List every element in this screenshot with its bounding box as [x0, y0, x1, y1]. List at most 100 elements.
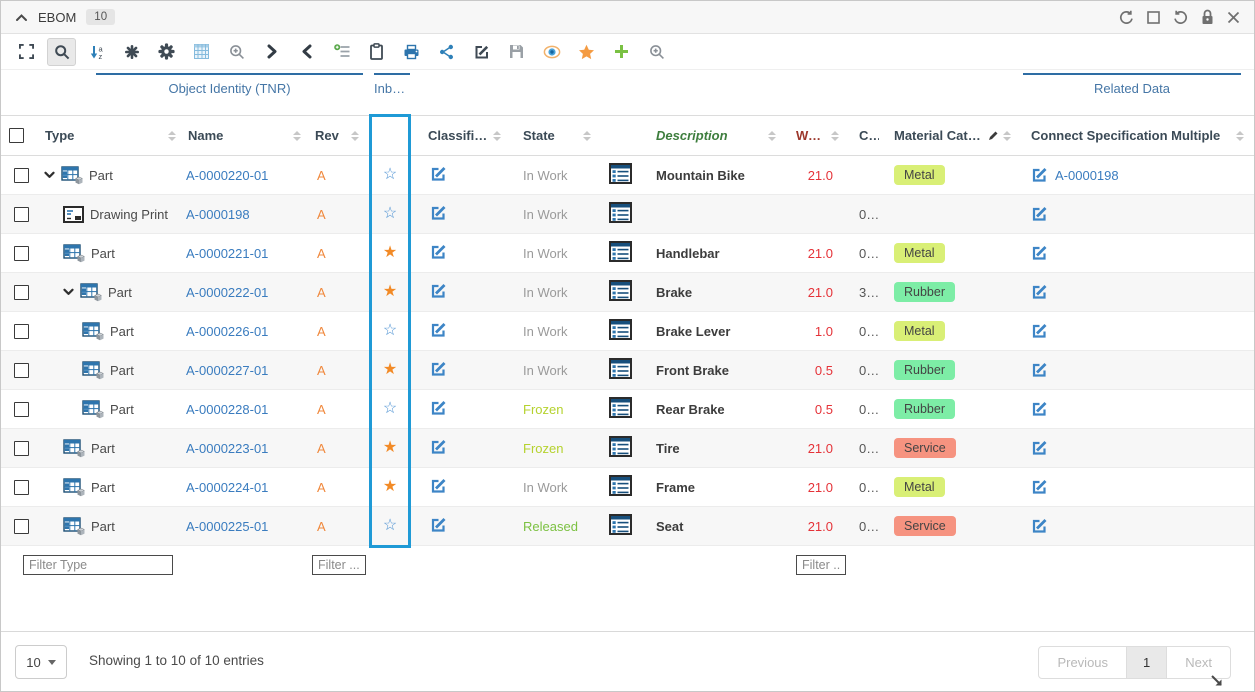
toolbar-share-button[interactable] — [429, 38, 464, 66]
classification-edit-icon[interactable] — [430, 439, 447, 455]
connect-specification-edit-icon[interactable] — [1031, 284, 1048, 300]
classification-edit-icon[interactable] — [430, 205, 447, 221]
row-checkbox[interactable] — [13, 479, 29, 495]
star-outline-icon[interactable]: ☆ — [382, 400, 398, 417]
column-header-state[interactable]: State — [511, 128, 601, 143]
column-header-name[interactable]: Name — [186, 128, 311, 143]
undo-icon[interactable] — [1173, 10, 1188, 25]
row-checkbox[interactable] — [13, 518, 29, 534]
item-name-link[interactable]: A-0000198 — [186, 206, 250, 222]
classification-edit-icon[interactable] — [430, 322, 447, 338]
filter-type-input[interactable] — [23, 555, 173, 575]
column-group-related-data[interactable]: Related Data — [1023, 73, 1241, 96]
item-details-form-icon[interactable] — [609, 436, 632, 457]
toolbar-clipboard-button[interactable] — [359, 38, 394, 66]
connect-specification-edit-icon[interactable] — [1031, 518, 1048, 534]
item-name-link[interactable]: A-0000225-01 — [186, 518, 269, 534]
toolbar-add-list-button[interactable] — [324, 38, 359, 66]
connect-specification-edit-icon[interactable] — [1031, 440, 1048, 456]
filter-rev-input[interactable] — [312, 555, 366, 575]
expand-chevron-icon[interactable] — [44, 171, 55, 179]
row-checkbox[interactable] — [13, 401, 29, 417]
next-page-button[interactable]: Next — [1166, 646, 1231, 679]
classification-edit-icon[interactable] — [430, 166, 447, 182]
classification-edit-icon[interactable] — [430, 517, 447, 533]
column-header-c[interactable]: C… — [859, 128, 879, 143]
expand-chevron-icon[interactable] — [63, 288, 74, 296]
toolbar-chevron-left-button[interactable] — [289, 38, 324, 66]
item-name-link[interactable]: A-0000228-01 — [186, 401, 269, 417]
select-all-checkbox[interactable] — [8, 128, 24, 143]
toolbar-eye-button[interactable] — [534, 38, 569, 66]
item-name-link[interactable]: A-0000227-01 — [186, 362, 269, 378]
column-header-rev[interactable]: Rev — [311, 128, 369, 143]
item-details-form-icon[interactable] — [609, 358, 632, 379]
row-checkbox[interactable] — [13, 245, 29, 261]
toolbar-print-button[interactable] — [394, 38, 429, 66]
restore-icon[interactable] — [1147, 10, 1160, 24]
item-details-form-icon[interactable] — [609, 514, 632, 535]
item-details-form-icon[interactable] — [609, 202, 632, 223]
connect-specification-link[interactable]: A-0000198 — [1055, 167, 1119, 183]
connect-specification-edit-icon[interactable] — [1031, 479, 1048, 495]
classification-edit-icon[interactable] — [430, 400, 447, 416]
toolbar-edit-button[interactable] — [464, 38, 499, 66]
star-filled-icon[interactable]: ★ — [382, 439, 398, 456]
row-checkbox[interactable] — [13, 440, 29, 456]
lock-icon[interactable] — [1201, 9, 1214, 25]
star-outline-icon[interactable]: ☆ — [382, 517, 398, 534]
classification-edit-icon[interactable] — [430, 478, 447, 494]
classification-edit-icon[interactable] — [430, 244, 447, 260]
column-header-weight[interactable]: Weigh… — [786, 128, 849, 143]
star-outline-icon[interactable]: ☆ — [382, 166, 398, 183]
row-checkbox[interactable] — [13, 323, 29, 339]
star-filled-icon[interactable]: ★ — [382, 361, 398, 378]
toolbar-zoom-in-button[interactable] — [639, 38, 674, 66]
item-details-form-icon[interactable] — [609, 397, 632, 418]
toolbar-save-button[interactable] — [499, 38, 534, 66]
item-details-form-icon[interactable] — [609, 241, 632, 262]
page-1-button[interactable]: 1 — [1126, 646, 1168, 679]
item-name-link[interactable]: A-0000222-01 — [186, 284, 269, 300]
star-filled-icon[interactable]: ★ — [382, 244, 398, 261]
filter-weight-input[interactable] — [796, 555, 846, 575]
column-header-connect-specification[interactable]: Connect Specification Multiple — [1021, 128, 1254, 143]
star-outline-icon[interactable]: ☆ — [382, 322, 398, 339]
close-icon[interactable] — [1227, 11, 1240, 24]
resize-handle[interactable] — [1208, 672, 1226, 690]
item-name-link[interactable]: A-0000221-01 — [186, 245, 269, 261]
column-header-material-category[interactable]: Material Category — [889, 128, 1021, 143]
item-details-form-icon[interactable] — [609, 163, 632, 184]
connect-specification-edit-icon[interactable] — [1031, 206, 1048, 222]
column-header-description[interactable]: Description — [649, 128, 786, 143]
row-checkbox[interactable] — [13, 284, 29, 300]
item-name-link[interactable]: A-0000226-01 — [186, 323, 269, 339]
toolbar-chevron-right-button[interactable] — [254, 38, 289, 66]
item-details-form-icon[interactable] — [609, 280, 632, 301]
previous-page-button[interactable]: Previous — [1038, 646, 1128, 679]
star-outline-icon[interactable]: ☆ — [382, 205, 398, 222]
toolbar-table-button[interactable] — [184, 38, 219, 66]
item-name-link[interactable]: A-0000224-01 — [186, 479, 269, 495]
connect-specification-edit-icon[interactable] — [1031, 167, 1048, 183]
connect-specification-edit-icon[interactable] — [1031, 323, 1048, 339]
refresh-icon[interactable] — [1119, 10, 1134, 25]
collapse-chevron-up-icon[interactable] — [15, 13, 28, 22]
star-filled-icon[interactable]: ★ — [382, 283, 398, 300]
column-group-inb[interactable]: Inb… — [374, 73, 410, 96]
row-checkbox[interactable] — [13, 362, 29, 378]
row-checkbox[interactable] — [13, 167, 29, 183]
item-name-link[interactable]: A-0000223-01 — [186, 440, 269, 456]
connect-specification-edit-icon[interactable] — [1031, 245, 1048, 261]
star-filled-icon[interactable]: ★ — [382, 478, 398, 495]
toolbar-asterisk-button[interactable] — [114, 38, 149, 66]
classification-edit-icon[interactable] — [430, 283, 447, 299]
connect-specification-edit-icon[interactable] — [1031, 401, 1048, 417]
row-checkbox[interactable] — [13, 206, 29, 222]
toolbar-add-plus-button[interactable] — [604, 38, 639, 66]
column-group-object-identity[interactable]: Object Identity (TNR) — [96, 73, 363, 96]
toolbar-search-plus-button[interactable] — [219, 38, 254, 66]
column-header-classification[interactable]: Classification — [411, 128, 511, 143]
toolbar-fullscreen-button[interactable] — [9, 38, 44, 66]
